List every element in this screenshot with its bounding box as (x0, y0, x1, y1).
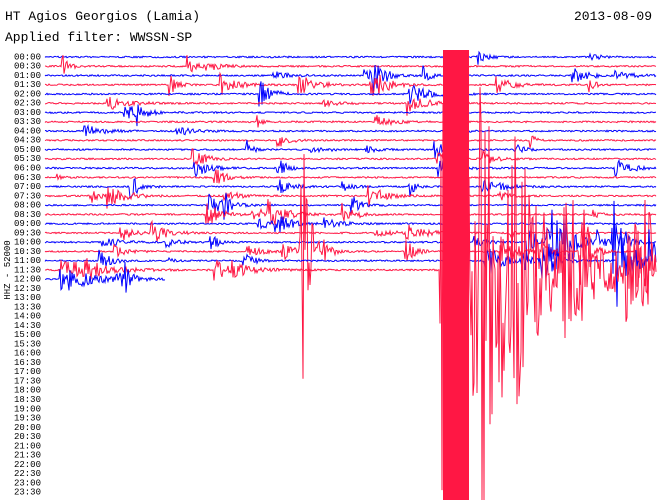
trace (44, 177, 657, 199)
trace (44, 154, 657, 379)
trace (44, 148, 657, 166)
traces (44, 50, 657, 501)
time-label: 02:00 (14, 89, 41, 99)
time-label: 10:30 (14, 247, 41, 257)
time-label: 17:30 (14, 376, 41, 386)
trace (44, 104, 656, 127)
time-label: 22:30 (14, 469, 41, 479)
time-label: 06:30 (14, 173, 41, 183)
time-label: 20:00 (14, 423, 41, 433)
date: 2013-08-09 (574, 9, 652, 24)
time-label: 06:00 (14, 163, 41, 173)
time-label: 05:30 (14, 154, 41, 164)
time-label: 00:30 (14, 62, 41, 72)
trace (44, 135, 657, 149)
time-label: 15:00 (14, 330, 41, 340)
time-label: 14:00 (14, 312, 41, 322)
trace (44, 71, 657, 96)
trace (44, 123, 657, 137)
time-label: 23:30 (14, 488, 41, 498)
time-label: 01:30 (14, 80, 41, 90)
trace (44, 216, 656, 233)
time-label: 19:30 (14, 414, 41, 424)
time-label: 11:00 (14, 256, 41, 266)
trace (44, 81, 657, 107)
time-label: 16:00 (14, 349, 41, 359)
trace (44, 262, 166, 293)
time-label: 13:30 (14, 302, 41, 312)
time-labels: 00:0000:3001:0001:3002:0002:3003:0003:30… (14, 52, 41, 497)
trace (44, 55, 657, 74)
time-label: 08:30 (14, 210, 41, 220)
time-label: 09:00 (14, 219, 41, 229)
trace (44, 115, 657, 128)
time-label: 11:30 (14, 265, 41, 275)
time-label: 15:30 (14, 339, 41, 349)
time-label: 02:30 (14, 99, 41, 109)
trace (44, 193, 657, 220)
trace (44, 96, 657, 116)
time-label: 16:30 (14, 358, 41, 368)
time-label: 04:30 (14, 136, 41, 146)
time-label: 01:00 (14, 71, 41, 81)
trace (44, 74, 657, 501)
time-label: 21:00 (14, 441, 41, 451)
time-label: 23:00 (14, 478, 41, 488)
time-label: 14:30 (14, 321, 41, 331)
time-label: 09:30 (14, 228, 41, 238)
time-label: 07:00 (14, 182, 41, 192)
time-label: 03:30 (14, 117, 41, 127)
time-label: 18:30 (14, 395, 41, 405)
time-label: 00:00 (14, 52, 41, 62)
trace (44, 185, 657, 209)
trace (45, 158, 657, 178)
filter: Applied filter: WWSSN-SP (5, 30, 192, 45)
saturated-trace (443, 50, 469, 500)
time-label: 10:00 (14, 238, 41, 248)
trace (44, 219, 657, 242)
time-label: 04:00 (14, 126, 41, 136)
trace (44, 50, 657, 65)
time-label: 12:30 (14, 284, 41, 294)
trace (44, 139, 657, 159)
trace (44, 65, 657, 94)
trace (44, 200, 657, 274)
time-label: 19:00 (14, 404, 41, 414)
time-label: 17:00 (14, 367, 41, 377)
time-label: 13:00 (14, 293, 41, 303)
trace (44, 199, 657, 225)
channel-label: HHZ - 52000 (3, 240, 13, 299)
time-label: 20:30 (14, 432, 41, 442)
time-label: 18:00 (14, 386, 41, 396)
time-label: 07:30 (14, 191, 41, 201)
time-label: 08:00 (14, 201, 41, 211)
time-label: 12:00 (14, 275, 41, 285)
time-label: 05:00 (14, 145, 41, 155)
time-label: 21:30 (14, 451, 41, 461)
time-label: 22:00 (14, 460, 41, 470)
time-label: 03:00 (14, 108, 41, 118)
trace (44, 169, 657, 184)
station-title: HT Agios Georgios (Lamia) (5, 9, 200, 24)
